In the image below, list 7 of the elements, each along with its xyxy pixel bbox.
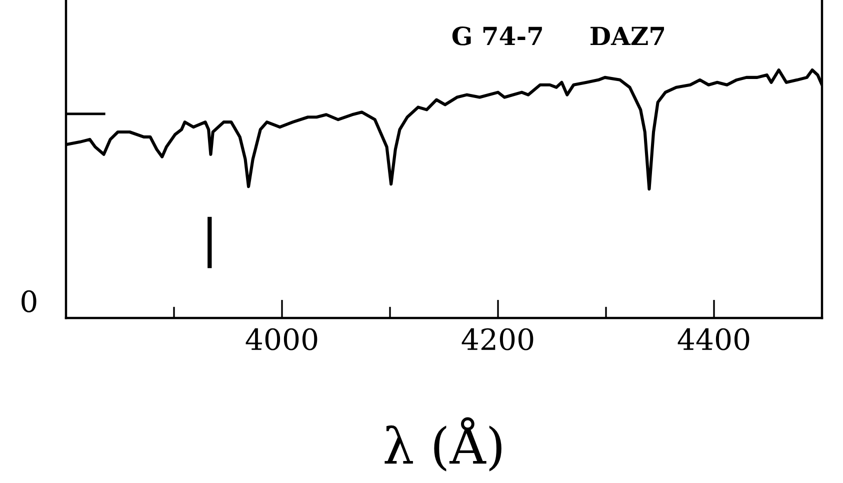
x-tick-label: 4400 [678,328,750,350]
chart-title: G 74-7 [452,26,542,46]
x-tick-label: 4000 [246,328,318,350]
x-tick-label: 4200 [462,328,534,350]
chart-subtitle: DAZ7 [590,26,664,46]
text: 0 [22,290,36,312]
x-axis-title: λ (Å) [384,417,502,472]
